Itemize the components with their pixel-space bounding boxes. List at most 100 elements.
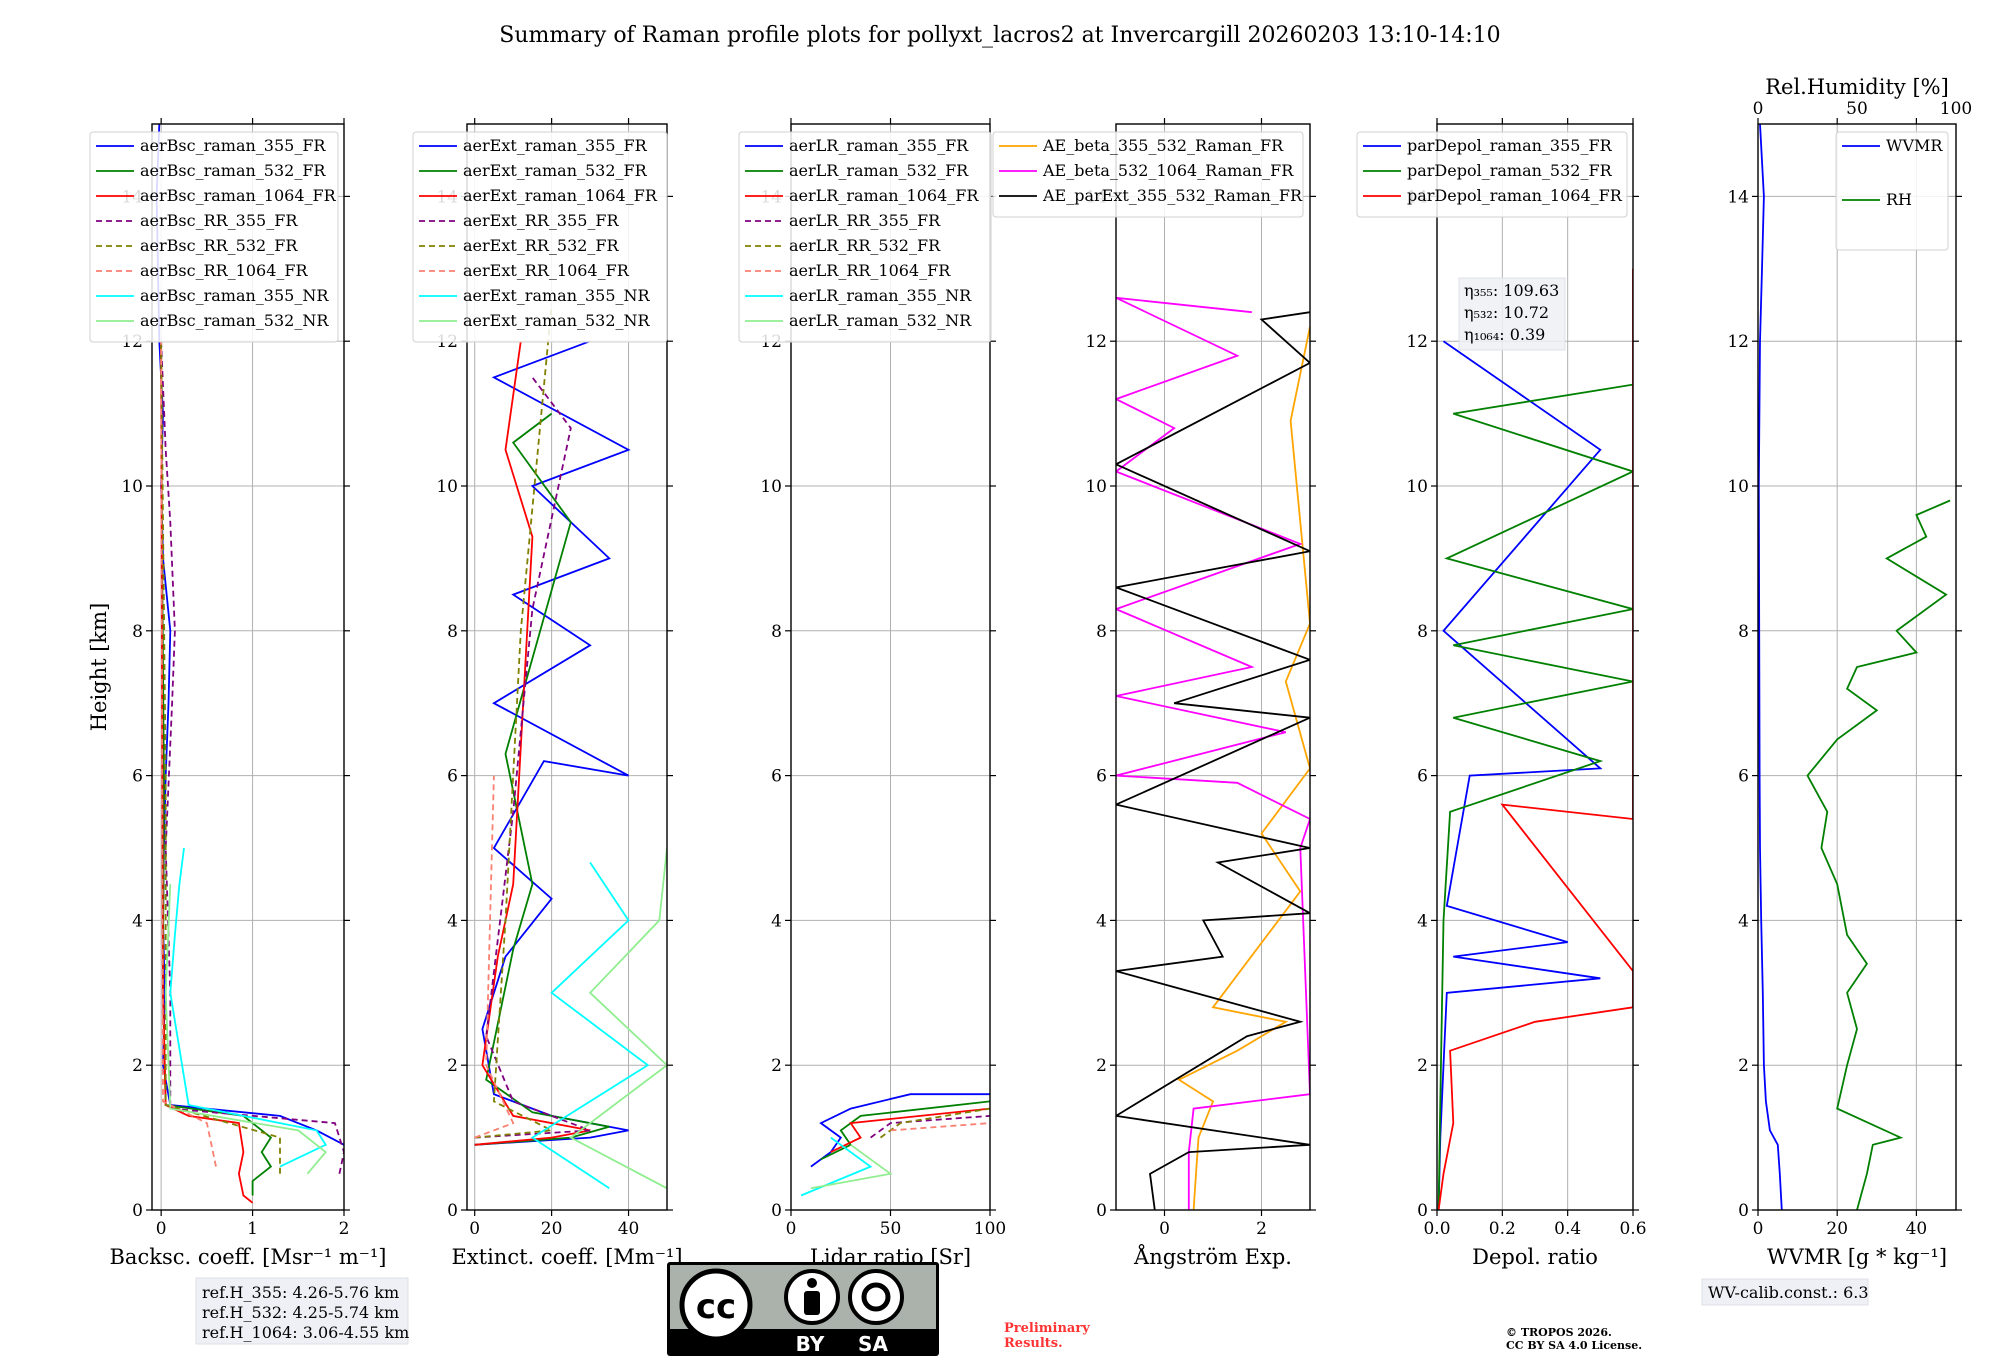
legend-frame-bsc [89,131,339,343]
preliminary-label-2: Results. [1004,1336,1063,1351]
legend-wv: WVMR RH [1835,131,1949,251]
panel-bsc: 02468101214012Backsc. coeff. [Msr⁻¹ m⁻¹]… [87,118,386,1269]
xlabel-ae: Ångström Exp. [1133,1244,1292,1269]
legend-label-aerBsc_raman_532_FR: aerBsc_raman_532_FR [140,161,326,180]
ytick-label-bsc: 0 [132,1201,143,1221]
xlabel-wv: WVMR [g * kg⁻¹] [1767,1245,1947,1269]
legend-label-aerLR_raman_1064_FR: aerLR_raman_1064_FR [789,186,979,205]
xtick-label-ae: 0 [1159,1219,1170,1239]
legend-label-aerBsc_RR_532_FR: aerBsc_RR_532_FR [140,236,298,255]
ytick-label-wv: 2 [1738,1056,1749,1076]
series-group-ext [474,304,667,1190]
ytick-label-ext: 2 [447,1056,458,1076]
ref-h-532: ref.H_532: 4.25-5.74 km [202,1303,399,1322]
ref-height-box: ref.H_355: 4.26-5.76 km ref.H_532: 4.25-… [195,1277,409,1345]
legend-label-parDepol_raman_355_FR: parDepol_raman_355_FR [1407,136,1613,155]
series-line-aerExt_RR_355_FR [474,376,591,1139]
series-line-aerLR_raman_532_NR [810,1144,893,1190]
series-group-depol [1437,268,1633,1210]
ytick-label-wv: 0 [1738,1201,1749,1221]
series-line-aerBsc_RR_1064_FR [160,341,217,1167]
series-group-lr [800,1093,990,1197]
ref-h-1064: ref.H_1064: 3.06-4.55 km [202,1323,409,1342]
cc-circle-icon [679,1268,753,1342]
series-line-parDepol_raman_532_FR [1437,383,1633,1210]
ytick-label-bsc: 2 [132,1056,143,1076]
legend-label-aerBsc_raman_532_NR: aerBsc_raman_532_NR [140,311,329,330]
legend-label-aerLR_RR_532_FR: aerLR_RR_532_FR [789,236,941,255]
ytick-label-depol: 10 [1406,477,1428,497]
legend-label-parDepol_raman_532_FR: parDepol_raman_532_FR [1407,161,1613,180]
ytick-label-ae: 12 [1085,332,1107,352]
legend-label-aerLR_raman_355_NR: aerLR_raman_355_NR [789,286,972,305]
ytick-label-ae: 10 [1085,477,1107,497]
by-label: BY [796,1332,825,1356]
ytick-label-bsc: 10 [121,477,143,497]
legend-label-aerExt_RR_355_FR: aerExt_RR_355_FR [463,211,620,230]
wv-calib-const: WV-calib.const.: 6.3 [1708,1283,1869,1302]
series-line-AE_beta_355_532_Raman_FR [1177,326,1310,1210]
legend-label-aerBsc_RR_1064_FR: aerBsc_RR_1064_FR [140,261,309,280]
xtick-label-ext: 0 [469,1219,480,1239]
sa-label: SA [858,1332,888,1356]
legend-label-aerExt_raman_532_NR: aerExt_raman_532_NR [463,311,651,330]
top-xtick-label-wv: 0 [1753,99,1764,119]
legend-frame-ext [412,131,668,343]
xtick-label-lr: 100 [974,1219,1006,1239]
ytick-label-ext: 8 [447,622,458,642]
series-line-aerExt_RR_532_FR [474,304,555,1139]
legend-label-aerLR_RR_1064_FR: aerLR_RR_1064_FR [789,261,951,280]
xtick-label-depol: 0.2 [1489,1219,1516,1239]
series-line-aerLR_raman_532_FR [820,1100,990,1161]
panel-ae: 0246810121402Ångström Exp.AE_beta_355_53… [992,118,1316,1269]
series-line-WVMR [1758,124,1783,1210]
series-line-AE_beta_532_1064_Raman_FR [1116,296,1310,1210]
legend-label-aerBsc_RR_355_FR: aerBsc_RR_355_FR [140,211,298,230]
xtick-label-ext: 20 [541,1219,563,1239]
wv-calib-box: WV-calib.const.: 6.3 [1701,1278,1869,1306]
ytick-label-lr: 6 [771,767,782,787]
ytick-label-ext: 6 [447,767,458,787]
ytick-label-lr: 8 [771,622,782,642]
series-line-aerExt_raman_532_FR [474,412,610,1146]
xtick-label-lr: 50 [880,1219,902,1239]
legend-label-aerBsc_raman_355_NR: aerBsc_raman_355_NR [140,286,329,305]
legend-frame-lr [738,131,992,343]
ytick-label-lr: 0 [771,1201,782,1221]
xtick-label-ae: 2 [1256,1219,1267,1239]
series-line-RH [1806,499,1951,1210]
xlabel-ext: Extinct. coeff. [Mm⁻¹] [451,1245,682,1269]
xtick-label-wv: 0 [1753,1219,1764,1239]
figure-title: Summary of Raman profile plots for polly… [499,23,1500,48]
series-line-parDepol_raman_1064_FR [1437,268,1633,1210]
legend-label-aerExt_RR_532_FR: aerExt_RR_532_FR [463,236,620,255]
series-line-aerExt_raman_355_NR [530,862,650,1190]
ytick-label-depol: 8 [1417,622,1428,642]
legend-ae: AE_beta_355_532_Raman_FR AE_beta_532_1064… [992,131,1304,218]
legend-label-aerBsc_raman_355_FR: aerBsc_raman_355_FR [140,136,326,155]
ytick-label-depol: 2 [1417,1056,1428,1076]
axes-frame-bsc [151,123,345,1211]
panels: 02468101214012Backsc. coeff. [Msr⁻¹ m⁻¹]… [87,75,1972,1269]
legend-label-AE_parExt_355_532_Raman_FR: AE_parExt_355_532_Raman_FR [1042,186,1303,205]
legend-ext: aerExt_raman_355_FR aerExt_raman_532_FRae… [412,131,668,343]
series-group-wv [1758,124,1951,1210]
panel-lr: 02468101214050100Lidar ratio [Sr]aerLR_r… [738,118,1006,1269]
ytick-label-ae: 8 [1096,622,1107,642]
series-line-aerLR_raman_1064_FR [830,1107,990,1153]
series-line-aerLR_RR_1064_FR [890,1122,990,1132]
series-line-parDepol_raman_355_FR [1437,340,1603,1210]
ytick-label-ext: 10 [436,477,458,497]
legend-label-aerExt_raman_355_FR: aerExt_raman_355_FR [463,136,648,155]
eta-532: η₅₃₂: 10.72 [1464,303,1549,322]
series-line-aerBsc_RR_355_FR [160,341,344,1174]
ytick-label-wv: 14 [1727,187,1749,207]
axes-frame-ext [466,123,668,1211]
legend-frame-ae [992,131,1304,218]
sa-share-icon [848,1269,904,1325]
series-line-aerBsc_raman_532_NR [164,884,327,1175]
legend-label-RH: RH [1886,190,1912,209]
